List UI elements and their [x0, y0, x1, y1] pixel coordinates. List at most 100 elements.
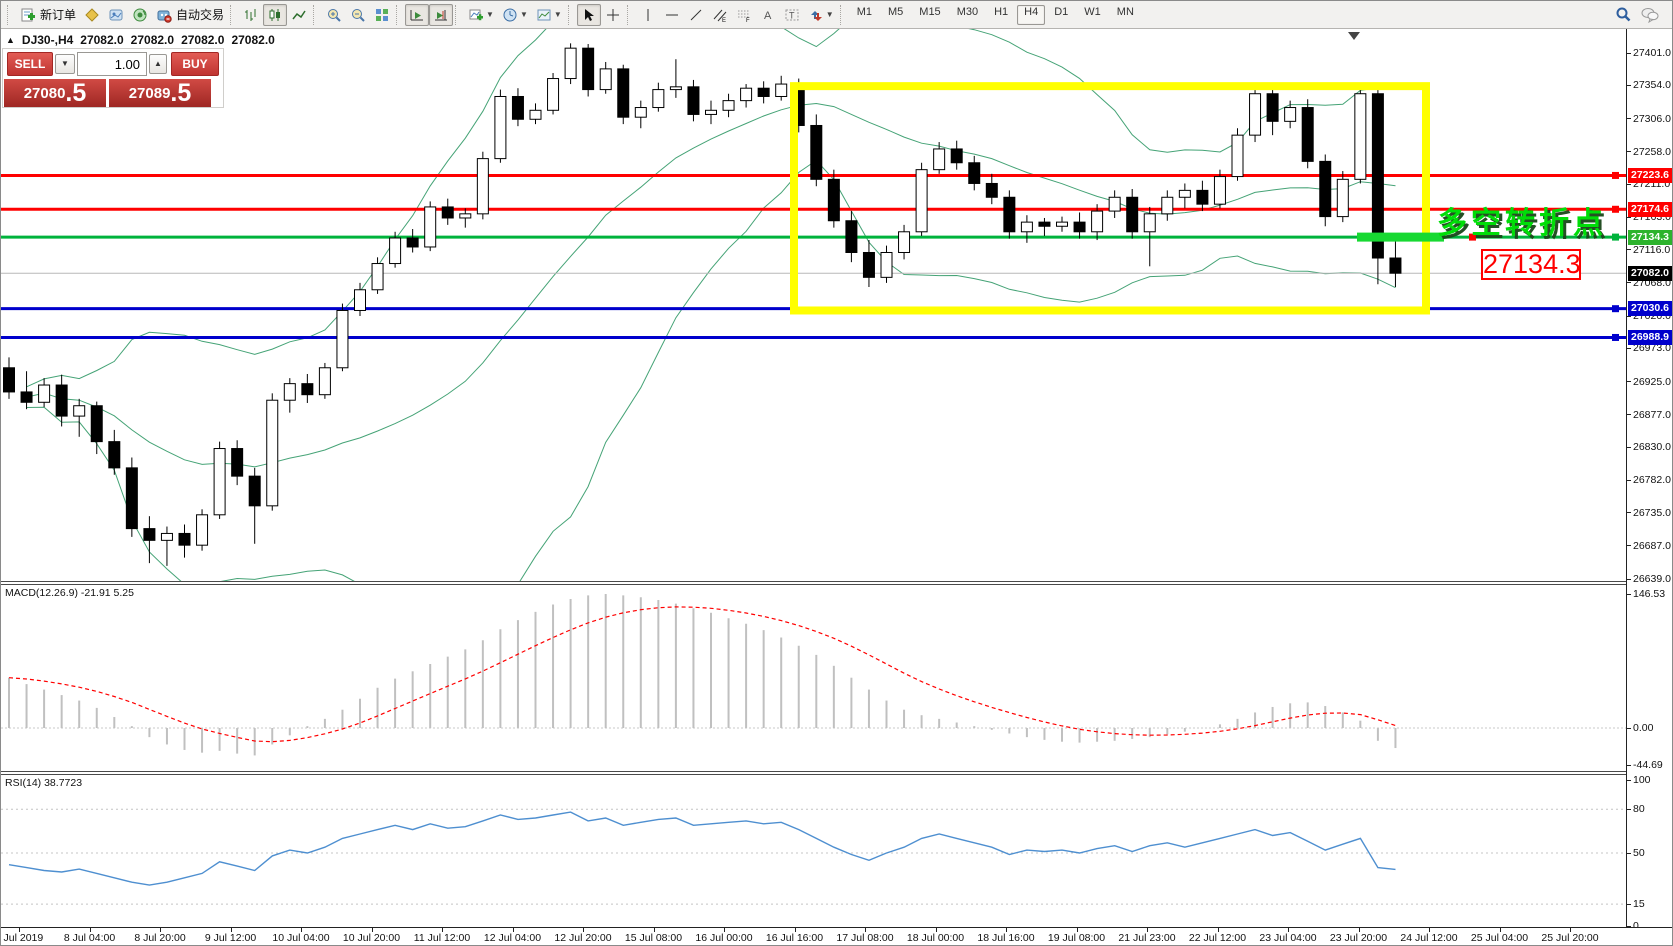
hline-marker-27223.6[interactable]: [1612, 171, 1619, 179]
timeframe-m5[interactable]: M5: [888, 5, 904, 18]
buy-button[interactable]: BUY: [171, 52, 219, 76]
time-tick: [512, 928, 514, 932]
fibonacci-button[interactable]: F: [732, 4, 756, 26]
volume-input[interactable]: [77, 52, 147, 76]
macd-histogram: [8, 594, 1397, 756]
price-callout-box[interactable]: 27134.3: [1481, 249, 1581, 280]
price-badge-27223.6[interactable]: 27223.6: [1628, 167, 1672, 183]
price-axis[interactable]: 27401.0 27354.0 27306.0 27258.0 27211.0 27163…: [1626, 29, 1672, 945]
new-order-button[interactable]: 新订单: [16, 4, 80, 26]
price-tick-27258: 27258.0: [1633, 145, 1671, 158]
candle-body: [985, 182, 998, 198]
timeframe-h4[interactable]: H4: [1017, 4, 1046, 25]
svg-text:A: A: [764, 10, 772, 22]
price-badge-27134.3[interactable]: 27134.3: [1628, 229, 1672, 245]
equidistant-channel-button[interactable]: E: [708, 4, 732, 26]
toolbar-grip[interactable]: [230, 4, 235, 25]
timeframe-d1[interactable]: D1: [1054, 5, 1069, 18]
toolbar: 新订单 自动交易: [1, 1, 1672, 29]
volume-up-button[interactable]: ▲: [149, 54, 167, 74]
zoom-in-button[interactable]: [322, 4, 346, 26]
quote-open: 27082.0: [80, 33, 124, 47]
pane-separator[interactable]: [1, 771, 1672, 775]
main-price-pane[interactable]: [1, 29, 1626, 581]
volume-down-button[interactable]: ▼: [55, 54, 75, 74]
candle-body: [1249, 93, 1262, 136]
time-tick: [301, 928, 302, 932]
templates-button[interactable]: ▼: [532, 4, 566, 26]
toolbar-grip[interactable]: [839, 4, 845, 25]
timeframe-m15[interactable]: M15: [919, 5, 941, 18]
market-watch-button[interactable]: [104, 4, 128, 26]
cursor-button[interactable]: [576, 3, 601, 26]
price-tick-26877: 26877.0: [1633, 408, 1671, 421]
bar-chart-button[interactable]: [239, 4, 263, 26]
macd-tick--44.69: -44.69: [1633, 759, 1663, 771]
candlestick-chart-button[interactable]: [263, 3, 288, 26]
time-tick: [794, 928, 796, 932]
time-axis[interactable]: 5 Jul 2019 8 Jul 04:00 8 Jul 20:00 9 Jul 12…: [1, 927, 1672, 945]
metaeditor-button[interactable]: [80, 4, 104, 26]
buy-price[interactable]: 27089.5: [109, 79, 211, 107]
hline-marker-27174.6[interactable]: [1612, 205, 1619, 213]
hline-marker-26988.9[interactable]: [1612, 333, 1619, 341]
text-button[interactable]: A: [756, 4, 780, 26]
new-chart-button[interactable]: ▼: [464, 4, 498, 26]
arrows-button[interactable]: ▼: [804, 4, 838, 26]
zoom-out-button[interactable]: [346, 4, 370, 26]
timeframe-m1[interactable]: M1: [856, 5, 872, 18]
line-chart-button[interactable]: [287, 4, 311, 26]
dropdown-caret: ▼: [553, 10, 562, 19]
candle-body: [424, 206, 437, 248]
timeframe-w1[interactable]: W1: [1084, 5, 1101, 18]
toolbar-grip[interactable]: [626, 4, 632, 25]
chart-shift-marker[interactable]: [1348, 32, 1360, 40]
timeframe-h1[interactable]: H1: [994, 5, 1009, 18]
timeframe-mn[interactable]: MN: [1116, 5, 1134, 18]
candle-body: [196, 514, 209, 546]
vertical-line-button[interactable]: [636, 4, 660, 26]
price-badge-26988.9[interactable]: 26988.9: [1628, 329, 1672, 345]
toolbar-grip[interactable]: [7, 4, 12, 25]
rsi-pane[interactable]: [1, 775, 1626, 927]
price-badge-27174.6[interactable]: 27174.6: [1628, 201, 1672, 217]
horizontal-line-button[interactable]: [660, 4, 684, 26]
yellow-highlight-rectangle[interactable]: [790, 82, 1430, 315]
turning-point-annotation[interactable]: 多空转折点: [1437, 207, 1607, 240]
candle-body: [669, 86, 682, 91]
chart-shift-button[interactable]: [429, 3, 454, 26]
price-badge-27030.6[interactable]: 27030.6: [1628, 301, 1672, 317]
pane-separator[interactable]: [1, 581, 1672, 585]
periods-button[interactable]: ▼: [498, 4, 532, 26]
hline-marker-27030.6[interactable]: [1612, 305, 1619, 313]
candle-body: [266, 399, 279, 507]
bollinger-middle-band: [26, 102, 1396, 468]
crosshair-button[interactable]: [601, 4, 625, 26]
macd-pane[interactable]: [1, 585, 1626, 771]
candle-body: [231, 448, 244, 477]
signals-button[interactable]: [128, 4, 152, 26]
price-badge-27082.0[interactable]: 27082.0: [1628, 265, 1672, 281]
new-order-icon: [21, 8, 35, 21]
sell-price[interactable]: 27080.5: [4, 79, 106, 107]
auto-trading-button[interactable]: 自动交易: [152, 4, 228, 26]
templates-icon: [537, 9, 551, 20]
toolbar-grip[interactable]: [313, 4, 318, 25]
time-label-22: 25 Jul 20:00: [1541, 932, 1599, 944]
search-button[interactable]: [1611, 4, 1636, 26]
toolbar-grip[interactable]: [396, 4, 401, 25]
tile-windows-button[interactable]: [370, 4, 394, 26]
collapse-arrow-icon[interactable]: ▲: [6, 35, 15, 45]
green-highlight-bar[interactable]: [1357, 232, 1444, 242]
timeframe-m30[interactable]: M30: [956, 5, 979, 18]
text-label-icon: T: [785, 9, 799, 20]
trendline-button[interactable]: [684, 4, 708, 26]
time-tick: [19, 928, 20, 932]
chat-button[interactable]: [1636, 4, 1664, 26]
toolbar-grip[interactable]: [567, 4, 573, 25]
bollinger-upper-band: [26, 29, 1396, 388]
sell-button[interactable]: SELL: [7, 52, 53, 76]
text-label-button[interactable]: T: [780, 4, 804, 26]
auto-scroll-button[interactable]: [405, 3, 430, 26]
toolbar-grip[interactable]: [455, 4, 460, 25]
